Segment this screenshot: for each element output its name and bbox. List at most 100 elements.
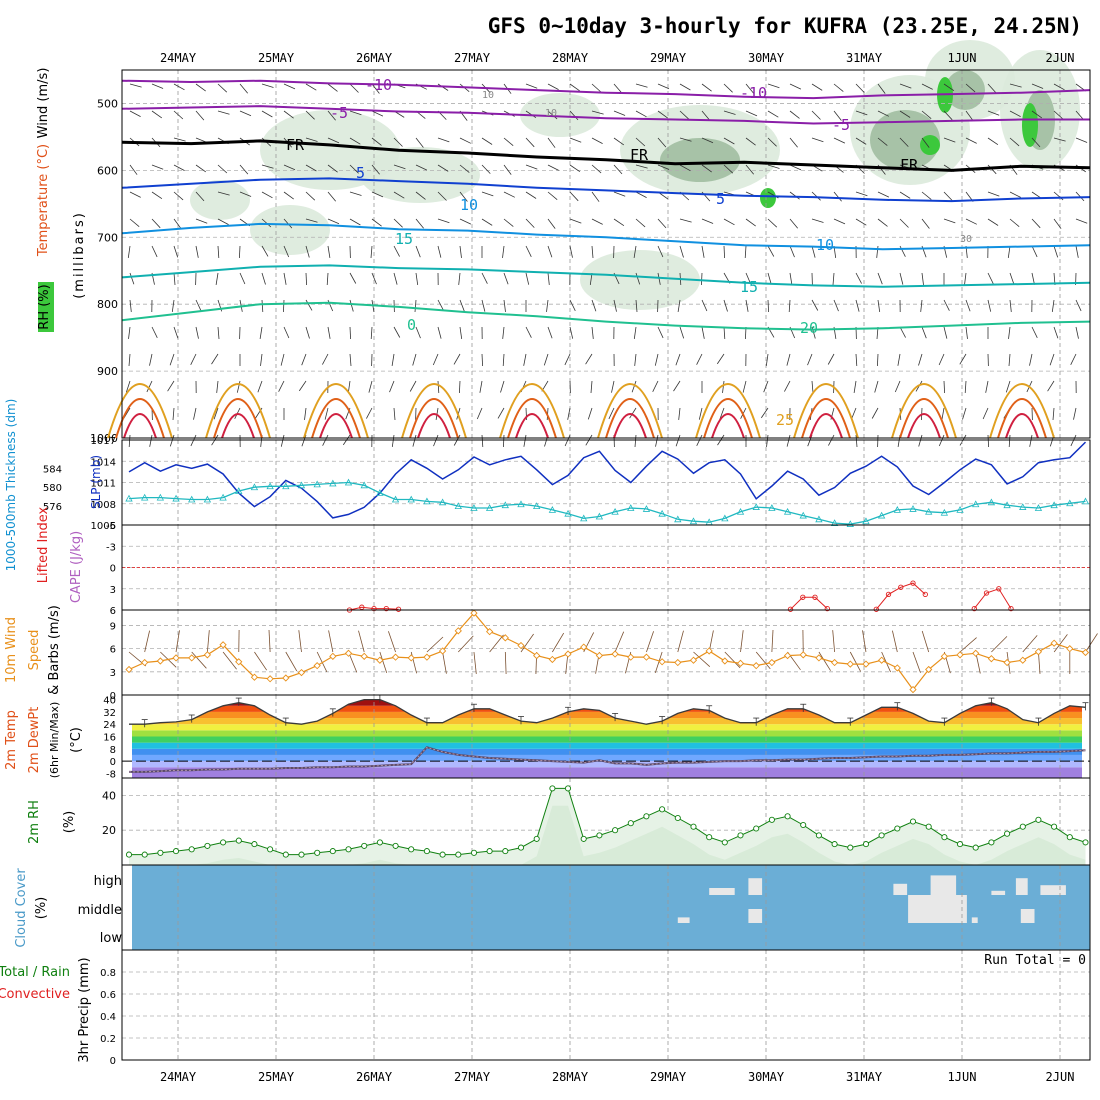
wind-barb — [569, 164, 581, 173]
rh-area — [129, 788, 1086, 865]
pressure-tick-label: 800 — [97, 298, 118, 311]
thickness-point — [517, 500, 525, 508]
wind-barb — [767, 164, 780, 169]
wind-barb-10m — [358, 630, 365, 653]
warm-contour — [221, 413, 255, 439]
li-tick-label: 3 — [110, 585, 116, 596]
wind-barb — [1009, 110, 1021, 117]
wind-barb — [370, 326, 373, 340]
wind-barb — [789, 245, 795, 258]
wind-barb — [634, 353, 637, 366]
wind-barb-10m — [1053, 634, 1068, 653]
wind-barb — [437, 164, 449, 172]
rh-point — [768, 816, 775, 823]
wind-barb — [128, 434, 131, 448]
thickness-point — [313, 480, 321, 488]
wind-barb-10m — [724, 651, 741, 669]
wind-barb — [326, 272, 329, 286]
li-point — [824, 605, 830, 612]
wind-barb — [283, 83, 296, 90]
wind-barb-10m — [912, 651, 921, 673]
wind-barb — [679, 218, 692, 223]
wind-barb — [613, 137, 625, 146]
thickness-point — [674, 515, 682, 523]
cloud-cell — [1040, 885, 1066, 895]
wind-barb — [1053, 83, 1065, 91]
wind-barb — [172, 407, 175, 421]
warm-contour — [613, 413, 647, 439]
wind-barb — [591, 326, 594, 339]
wind-barb — [305, 110, 315, 120]
wind-barb — [789, 164, 802, 171]
temp-axis-title: 2m Temp — [4, 710, 19, 770]
wind-barb — [547, 245, 553, 258]
wind-barb — [789, 272, 793, 285]
wind-barb — [673, 380, 681, 392]
wind-barb — [657, 83, 670, 90]
wind-barb — [393, 272, 398, 285]
slp-tick-label: 1005 — [91, 521, 116, 532]
wind-barb — [876, 245, 879, 258]
wind-barb — [701, 272, 703, 286]
wind-barb — [1075, 299, 1082, 312]
rh-point — [627, 820, 634, 827]
wind-barb — [701, 110, 711, 121]
wind-barb — [613, 218, 625, 227]
wind-barb — [784, 380, 791, 392]
wind-barb — [283, 299, 285, 313]
wind-speed-point — [736, 659, 745, 667]
rh-point — [753, 825, 760, 832]
thickness-point — [407, 495, 415, 503]
wind-barb — [1008, 434, 1011, 448]
precip-total-rain-title: Total / Rain — [0, 965, 70, 980]
wind-barb — [635, 83, 648, 88]
wind-speed-point — [282, 674, 290, 682]
wind-barb — [569, 218, 582, 224]
wind-barb — [877, 272, 883, 285]
wind-barb — [151, 218, 161, 229]
wind-speed-point — [595, 651, 604, 660]
wind-speed-point — [486, 627, 494, 636]
temp-band — [132, 748, 1082, 755]
isotherm-label: 20 — [800, 319, 818, 337]
wind-speed-point — [533, 651, 541, 660]
wind-barb — [807, 353, 813, 366]
wind-speed-point — [188, 654, 196, 662]
wind-barb — [149, 434, 153, 447]
rh-point — [800, 821, 807, 829]
thickness-point — [391, 495, 400, 503]
rh-point — [392, 842, 399, 849]
wind-barb — [261, 272, 266, 285]
wind-barb — [722, 380, 725, 393]
rh-point — [643, 813, 650, 820]
wind-barb — [305, 137, 318, 142]
wind-barb — [171, 299, 175, 312]
wind-barb — [391, 434, 395, 447]
wind-barb — [745, 164, 755, 175]
wind-barb — [1031, 245, 1038, 258]
wind-speed-point — [376, 656, 384, 664]
wind-barb — [941, 407, 945, 420]
wind-barb — [786, 434, 791, 447]
rh-point — [909, 818, 917, 825]
li-axis-title: Lifted Index — [36, 506, 51, 583]
wind-speed-point — [219, 641, 227, 649]
wind-barb — [894, 380, 901, 393]
warm-contour — [891, 383, 957, 439]
wind-speed-point — [454, 627, 462, 635]
wind-barb — [652, 380, 659, 392]
cape-axis-title: CAPE (J/kg) — [69, 531, 84, 603]
wind-barb — [635, 110, 647, 118]
wind-barb — [591, 218, 603, 225]
thickness-point — [266, 482, 274, 490]
wind-barb — [1051, 299, 1055, 312]
wind-barb — [459, 299, 465, 312]
thickness-point — [893, 506, 901, 513]
rh-point — [690, 823, 697, 830]
wind-barb-10m — [328, 630, 334, 653]
wind-barb-10m — [207, 630, 210, 653]
wind-barb — [832, 272, 835, 286]
wind-barb — [719, 407, 725, 420]
wind-barb-10m — [771, 629, 774, 653]
wind-barb — [151, 245, 158, 258]
